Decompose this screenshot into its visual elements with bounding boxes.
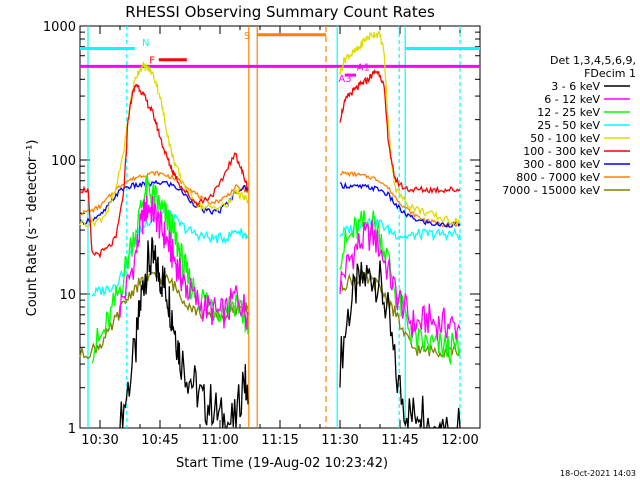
series-line [339,260,461,429]
series-line [339,210,461,365]
legend-label: 100 - 300 keV [523,145,600,158]
series-line [339,30,461,228]
flag-label: A3 [338,74,351,85]
x-tick-label: 12:00 [441,433,478,448]
footer-date: 18-Oct-2021 14:03 [560,469,636,478]
series-line [339,181,461,228]
flag-label: N [142,38,149,49]
x-tick-label: 10:30 [81,433,118,448]
series-line [339,68,461,195]
series-line [79,83,249,259]
x-tick-label: 11:00 [201,433,238,448]
y-tick-label: 100 [51,154,76,169]
series-line [79,170,249,216]
series-line [339,219,461,341]
legend-label: 300 - 800 keV [523,158,600,171]
legend-label: 50 - 100 keV [530,132,600,145]
series-line [79,60,249,228]
chart-title: RHESSI Observing Summary Count Rates [125,3,435,21]
x-tick-label: 11:45 [381,433,418,448]
legend-title: Det 1,3,4,5,6,9, [550,54,636,67]
legend-label: 800 - 7000 keV [516,171,600,184]
legend-label: 12 - 25 keV [537,106,600,119]
y-tick-label: 1000 [43,20,76,35]
legend-label: 3 - 6 keV [551,80,600,93]
x-tick-label: 11:15 [261,433,298,448]
flag-label: S [244,31,250,42]
flag-label: A1 [357,62,370,73]
y-tick-label: 1 [68,422,76,437]
legend-label: 7000 - 15000 keV [502,184,600,197]
x-tick-label: 10:45 [141,433,178,448]
y-tick-label: 10 [59,288,76,303]
legend-title: FDecim 1 [584,67,636,80]
series-line [119,237,249,429]
y-axis-label: Count Rate (s⁻¹ detector⁻¹) [25,140,40,317]
legend-label: 6 - 12 keV [544,93,600,106]
x-tick-label: 11:30 [321,433,358,448]
legend-label: 25 - 50 keV [537,119,600,132]
series-line [119,194,249,331]
flag-label: F [149,56,155,67]
series-line [339,170,461,228]
series-line [339,216,461,242]
series-line [91,174,249,364]
x-axis-label: Start Time (19-Aug-02 10:23:42) [176,456,388,471]
